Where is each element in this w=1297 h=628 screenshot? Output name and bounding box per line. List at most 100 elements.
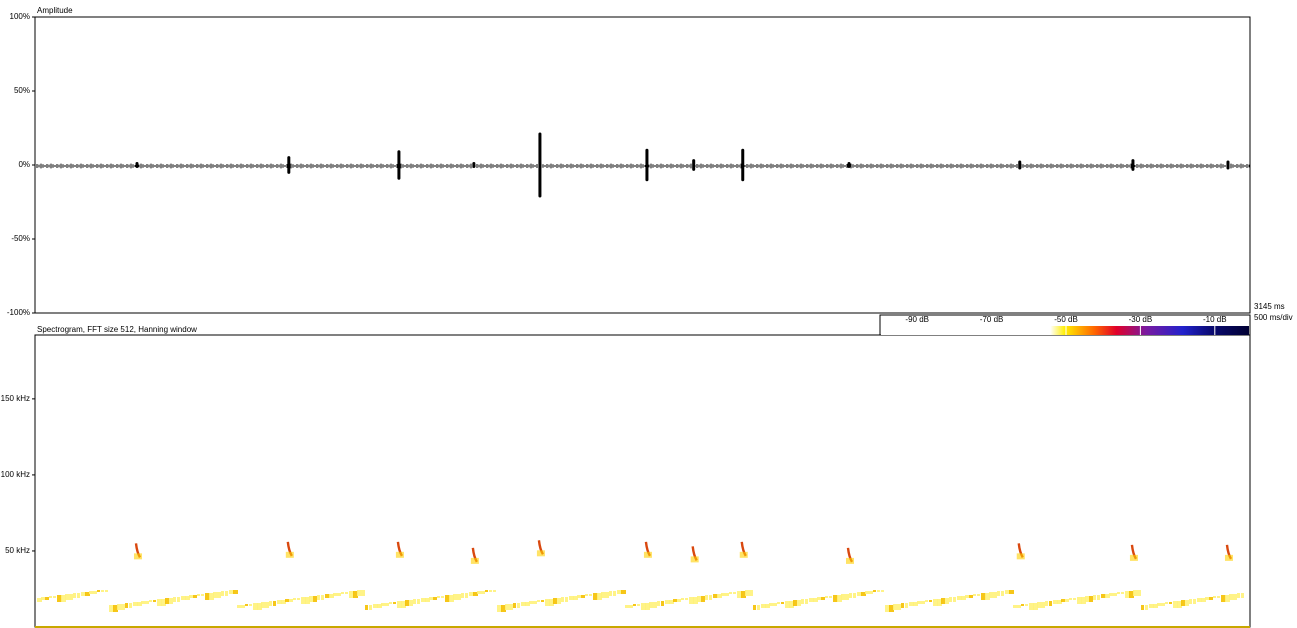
noise [285, 599, 289, 602]
noise [817, 597, 821, 600]
noise [517, 603, 520, 608]
noise [93, 591, 97, 594]
noise [949, 597, 952, 602]
noise [749, 590, 753, 596]
noise [613, 591, 616, 596]
noise [121, 604, 125, 610]
noise [1121, 592, 1124, 594]
noise [965, 595, 969, 598]
call-glow [537, 550, 545, 556]
pulse [472, 162, 475, 168]
noise [365, 605, 368, 610]
noise [773, 603, 777, 606]
noise [537, 600, 540, 602]
noise [793, 600, 797, 606]
pulse [1018, 161, 1021, 170]
noise [489, 590, 492, 592]
noise [385, 603, 389, 606]
noise [1061, 599, 1065, 602]
noise [865, 591, 869, 594]
noise [1241, 593, 1244, 598]
noise [893, 604, 897, 610]
noise [273, 601, 276, 606]
noise [405, 600, 409, 606]
noise [461, 593, 464, 598]
noise [1073, 598, 1076, 600]
noise [337, 593, 341, 596]
noise [141, 601, 145, 604]
noise [929, 600, 932, 602]
noise [89, 591, 93, 594]
noise [189, 595, 193, 598]
y-tick-label: -50% [11, 234, 30, 243]
noise [873, 590, 876, 592]
noise [841, 594, 845, 600]
colorbar-tick-label: -50 dB [1054, 315, 1078, 324]
noise [101, 590, 104, 592]
call-glow [1225, 555, 1233, 561]
noise [1017, 605, 1021, 608]
colorbar-tick-label: -90 dB [905, 315, 929, 324]
noise [733, 592, 736, 594]
call-glow [134, 553, 142, 559]
call-glow [396, 552, 404, 558]
noise [369, 605, 372, 610]
colorbar [881, 326, 1249, 335]
noise [673, 599, 677, 602]
noise [289, 599, 293, 602]
noise [1229, 594, 1233, 600]
call-glow [286, 552, 294, 558]
noise [969, 595, 973, 598]
noise [869, 591, 873, 594]
noise [393, 602, 396, 604]
noise [757, 605, 760, 610]
noise [997, 591, 1000, 596]
noise [417, 599, 420, 604]
noise [633, 604, 636, 606]
noise [821, 597, 825, 600]
pulse [692, 159, 695, 171]
noise [1233, 594, 1237, 600]
colorbar-tick-label: -10 dB [1203, 315, 1227, 324]
noise [1169, 602, 1172, 604]
noise [565, 597, 568, 602]
pulse [645, 149, 648, 182]
noise [801, 599, 804, 604]
noise [105, 590, 108, 592]
noise [333, 593, 337, 596]
noise [493, 590, 496, 592]
noise [245, 604, 248, 606]
noise [1217, 596, 1220, 598]
noise [97, 590, 100, 592]
noise [605, 592, 609, 598]
call-glow [691, 556, 699, 562]
noise [709, 595, 712, 600]
noise [705, 595, 708, 600]
noise [685, 598, 688, 600]
noise [589, 594, 592, 596]
noise [1013, 605, 1017, 608]
noise [261, 602, 265, 608]
noise [953, 597, 956, 602]
noise [193, 595, 197, 598]
amplitude-title: Amplitude [37, 6, 73, 15]
noise [1049, 601, 1052, 606]
noise [453, 594, 457, 600]
noise [577, 595, 581, 598]
noise [73, 593, 76, 598]
noise [769, 603, 773, 606]
y-tick-label: 150 kHz [1, 394, 30, 403]
noise [901, 603, 904, 608]
noise [797, 600, 801, 606]
noise [1093, 595, 1096, 600]
noise [433, 597, 437, 600]
noise [1205, 597, 1209, 600]
noise [481, 591, 485, 594]
noise [829, 596, 832, 598]
noise [677, 599, 681, 602]
noise [41, 597, 45, 600]
noise [681, 598, 684, 600]
noise [993, 592, 997, 598]
noise [361, 590, 365, 596]
noise [853, 593, 856, 598]
